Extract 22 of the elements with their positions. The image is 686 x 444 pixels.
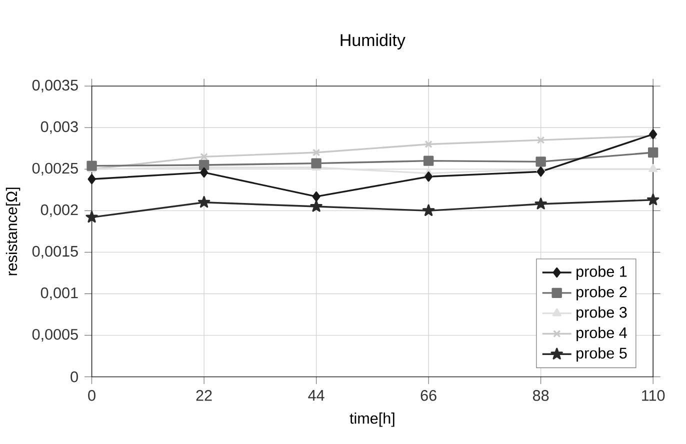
x-tick-label: 22 — [196, 390, 212, 401]
y-tick-label: 0 — [70, 371, 78, 382]
chart-title: Humidity — [340, 33, 406, 50]
legend-label: probe 1 — [576, 265, 627, 280]
legend-label: probe 2 — [576, 286, 627, 300]
y-tick-label: 0,0005 — [32, 328, 78, 342]
legend-label: probe 3 — [576, 306, 627, 321]
x-tick-label: 44 — [308, 390, 324, 400]
y-axis-title: resistance[Ω] — [6, 188, 20, 275]
y-tick-label: 0,0025 — [32, 162, 78, 176]
y-tick-label: 0,001 — [40, 287, 78, 300]
y-tick-label: 0,0035 — [32, 80, 78, 92]
x-tick-label: 0 — [88, 390, 96, 401]
legend-label: probe 5 — [576, 347, 627, 362]
x-axis-title: time[h] — [350, 412, 394, 427]
y-tick-label: 0,0015 — [32, 246, 78, 258]
x-tick-label: 110 — [642, 390, 665, 401]
x-tick-label: 66 — [420, 390, 436, 401]
y-tick-label: 0,003 — [40, 121, 78, 134]
legend-label: probe 4 — [576, 326, 627, 341]
x-tick-label: 88 — [532, 390, 549, 401]
y-tick-label: 0,002 — [40, 204, 78, 217]
